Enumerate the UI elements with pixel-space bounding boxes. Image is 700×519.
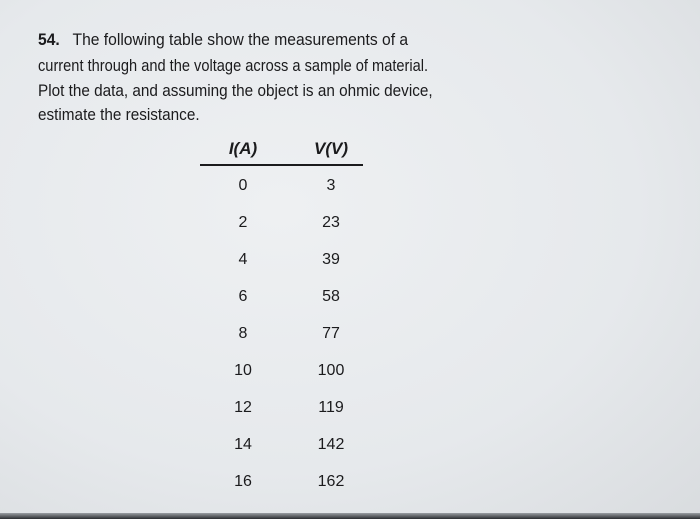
problem-text-line: The following table show the measurement…	[72, 30, 409, 49]
voltage-cell: 100	[317, 362, 345, 379]
voltage-cell: 162	[317, 473, 345, 490]
voltage-cell: 3	[326, 177, 336, 194]
problem-line-3: Plot the data, and assuming the object i…	[38, 81, 433, 100]
current-cell: 4	[238, 251, 248, 268]
voltage-cell: 39	[322, 251, 340, 268]
current-cell: 6	[238, 288, 248, 305]
problem-line-1: 54. The following table show the measure…	[38, 30, 408, 50]
photo-edge	[0, 513, 700, 519]
current-cell: 0	[238, 177, 248, 194]
header-rule	[200, 164, 363, 166]
header-current: I(A)	[228, 139, 258, 158]
voltage-cell: 119	[318, 399, 344, 416]
voltage-cell: 23	[322, 214, 340, 231]
current-cell: 2	[238, 214, 248, 231]
current-cell: 8	[238, 325, 248, 342]
voltage-cell: 142	[317, 436, 345, 453]
current-cell: 10	[234, 362, 252, 379]
header-voltage: V(V)	[314, 139, 348, 158]
problem-line-2: current through and the voltage across a…	[38, 56, 429, 75]
problem-number: 54.	[38, 30, 60, 49]
current-cell: 16	[234, 473, 252, 490]
voltage-cell: 77	[322, 325, 340, 342]
current-cell: 12	[234, 399, 252, 416]
problem-line-4: estimate the resistance.	[38, 105, 200, 124]
voltage-cell: 58	[322, 288, 340, 305]
current-cell: 14	[234, 436, 252, 453]
